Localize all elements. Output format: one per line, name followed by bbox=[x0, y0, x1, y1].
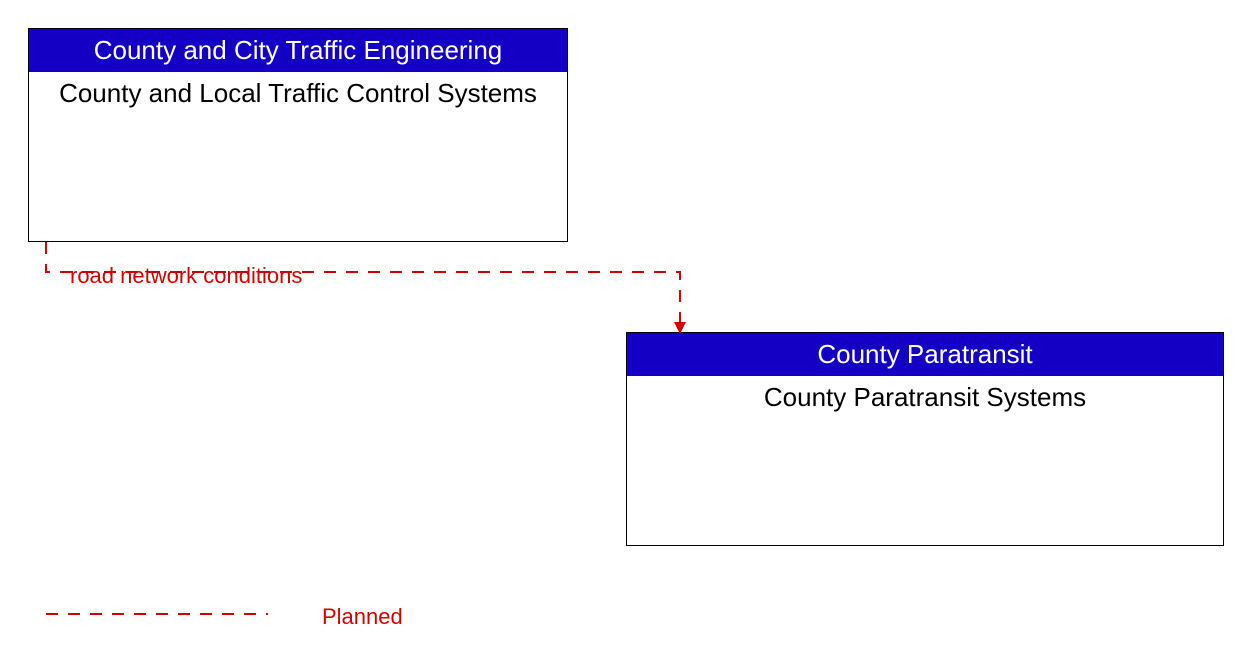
node-traffic-engineering: County and City Traffic Engineering Coun… bbox=[28, 28, 568, 242]
node-traffic-engineering-header: County and City Traffic Engineering bbox=[29, 29, 567, 72]
edge-label-road-network-conditions: road network conditions bbox=[70, 263, 302, 289]
legend-label-planned: Planned bbox=[322, 604, 403, 630]
node-paratransit: County Paratransit County Paratransit Sy… bbox=[626, 332, 1224, 546]
node-paratransit-header: County Paratransit bbox=[627, 333, 1223, 376]
node-traffic-engineering-body: County and Local Traffic Control Systems bbox=[29, 72, 567, 115]
node-paratransit-body: County Paratransit Systems bbox=[627, 376, 1223, 419]
